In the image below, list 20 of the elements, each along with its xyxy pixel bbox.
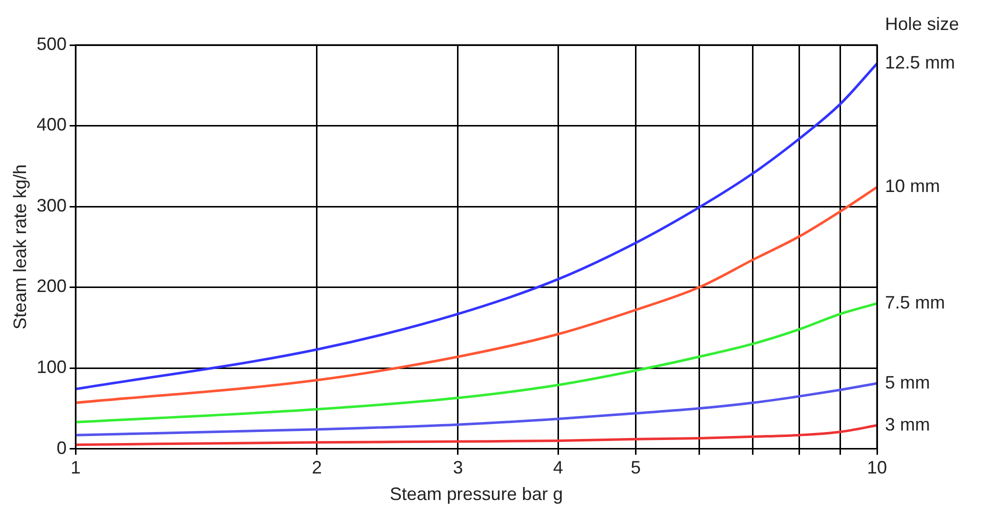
y-tick-label: 300 bbox=[36, 195, 67, 216]
series-label: 5 mm bbox=[885, 372, 930, 392]
y-axis-title: Steam leak rate kg/h bbox=[10, 164, 30, 330]
series-label: 12.5 mm bbox=[885, 52, 956, 73]
series-label: 3 mm bbox=[885, 414, 930, 434]
legend-title: Hole size bbox=[885, 14, 960, 34]
x-axis-title: Steam pressure bar g bbox=[390, 484, 563, 504]
x-tick-label: 10 bbox=[866, 458, 888, 478]
x-tick-label: 3 bbox=[452, 458, 463, 478]
y-tick-label: 100 bbox=[36, 357, 67, 378]
y-tick-label: 0 bbox=[56, 438, 67, 458]
x-tick-label: 2 bbox=[312, 458, 322, 478]
series-label: 7.5 mm bbox=[885, 292, 946, 312]
y-tick-label: 400 bbox=[36, 114, 67, 135]
x-tick-label: 4 bbox=[553, 458, 564, 478]
x-tick-label: 5 bbox=[630, 458, 641, 478]
series-label: 10 mm bbox=[885, 176, 940, 196]
y-tick-label: 500 bbox=[36, 34, 67, 54]
x-tick-label: 1 bbox=[70, 458, 81, 478]
y-tick-label: 200 bbox=[36, 276, 67, 296]
